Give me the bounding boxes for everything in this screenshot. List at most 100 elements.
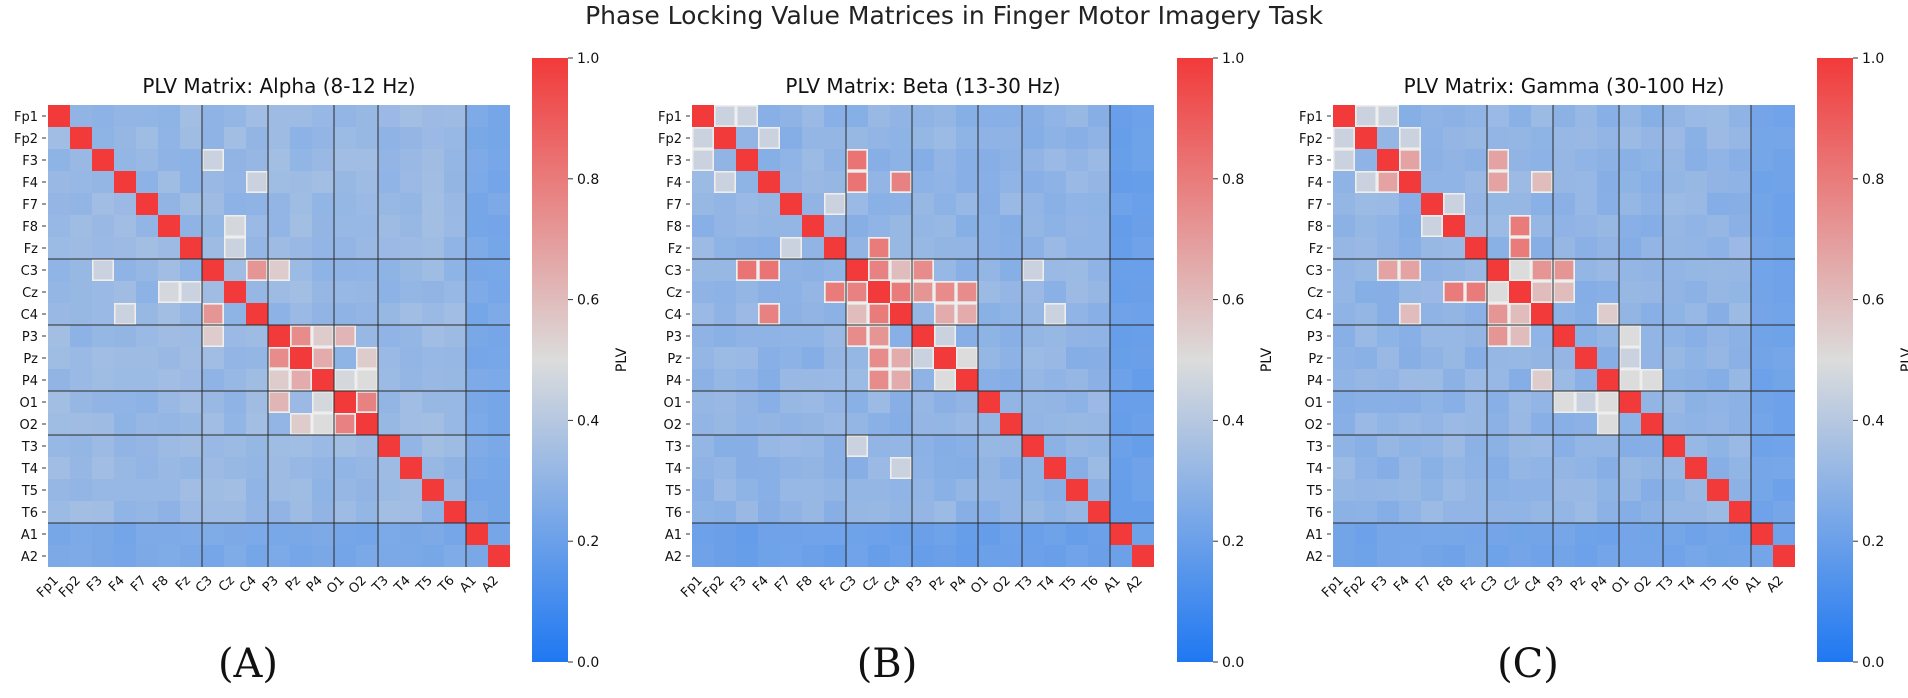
- heatmap-cell: [1663, 545, 1685, 567]
- heatmap-cell: [692, 105, 714, 127]
- heatmap-cell: [1707, 369, 1729, 391]
- heatmap-cell: [1751, 435, 1773, 457]
- heatmap-cell: [824, 237, 846, 259]
- heatmap-cell: [1088, 171, 1110, 193]
- heatmap-cell: [378, 391, 400, 413]
- y-tick-label: O1: [1304, 396, 1323, 411]
- heatmap-cell: [780, 391, 802, 413]
- heatmap-cell: [136, 501, 158, 523]
- y-tick-label: T6: [665, 506, 682, 521]
- heatmap-cell: [1663, 171, 1685, 193]
- x-tick-label: F7: [1413, 573, 1435, 595]
- heatmap-cell: [70, 105, 92, 127]
- heatmap-cell: [268, 523, 290, 545]
- heatmap-cell: [114, 259, 136, 281]
- heatmap-cell: [1088, 105, 1110, 127]
- heatmap-cell: [692, 281, 714, 303]
- heatmap-cell: [978, 523, 1000, 545]
- heatmap-cell: [692, 457, 714, 479]
- heatmap-cell: [224, 479, 246, 501]
- heatmap-cell: [692, 391, 714, 413]
- heatmap-cell: [1597, 281, 1619, 303]
- heatmap-cell: [1000, 149, 1022, 171]
- heatmap-cell: [1000, 281, 1022, 303]
- heatmap-cell: [1751, 501, 1773, 523]
- heatmap-cell: [868, 237, 890, 259]
- heatmap-cell: [114, 391, 136, 413]
- heatmap-cell: [890, 171, 912, 193]
- heatmap-cell: [444, 237, 466, 259]
- heatmap-cell: [378, 325, 400, 347]
- heatmap-cell: [1088, 281, 1110, 303]
- heatmap-cell: [1333, 281, 1355, 303]
- heatmap-cell: [780, 259, 802, 281]
- heatmap-cell: [488, 457, 510, 479]
- heatmap-cell: [202, 281, 224, 303]
- heatmap-cell: [1044, 281, 1066, 303]
- heatmap-cell: [136, 435, 158, 457]
- heatmap-cell: [846, 369, 868, 391]
- heatmap-cell: [912, 171, 934, 193]
- heatmap-cell: [1132, 457, 1154, 479]
- heatmap-cell: [1110, 105, 1132, 127]
- heatmap-cell: [1531, 369, 1553, 391]
- heatmap-cell: [466, 259, 488, 281]
- heatmap-cell: [48, 193, 70, 215]
- heatmap-cell: [334, 325, 356, 347]
- heatmap-cell: [1355, 281, 1377, 303]
- heatmap-cell: [978, 127, 1000, 149]
- heatmap-cell: [1377, 325, 1399, 347]
- heatmap-cell: [334, 149, 356, 171]
- heatmap-cell: [1663, 105, 1685, 127]
- heatmap-cell: [444, 369, 466, 391]
- heatmap-cell: [824, 391, 846, 413]
- heatmap-cell: [180, 457, 202, 479]
- heatmap-cell: [1066, 215, 1088, 237]
- heatmap-cell: [1066, 501, 1088, 523]
- x-tick-label: Cz: [1501, 573, 1523, 595]
- heatmap-cell: [1421, 303, 1443, 325]
- heatmap-cell: [1729, 435, 1751, 457]
- heatmap-cell: [48, 171, 70, 193]
- heatmap-cell: [1443, 325, 1465, 347]
- heatmap-cell: [1531, 237, 1553, 259]
- heatmap-cell: [714, 347, 736, 369]
- heatmap-cell: [1509, 105, 1531, 127]
- heatmap-cell: [246, 193, 268, 215]
- heatmap-cell: [1132, 149, 1154, 171]
- heatmap-cell: [912, 193, 934, 215]
- heatmap-cell: [356, 105, 378, 127]
- heatmap-cell: [136, 391, 158, 413]
- heatmap-cell: [1487, 171, 1509, 193]
- heatmap-cell: [956, 303, 978, 325]
- heatmap-cell: [1465, 523, 1487, 545]
- heatmap-cell: [70, 479, 92, 501]
- heatmap-cell: [1751, 347, 1773, 369]
- heatmap-cell: [356, 237, 378, 259]
- colorbar-tick-label: 0.0: [1222, 655, 1244, 671]
- heatmap-cell: [1044, 347, 1066, 369]
- colorbar: [1817, 58, 1853, 662]
- heatmap-cell: [1685, 369, 1707, 391]
- heatmap-cell: [1465, 127, 1487, 149]
- heatmap-cell: [1110, 347, 1132, 369]
- heatmap-cell: [334, 523, 356, 545]
- heatmap-cell: [202, 325, 224, 347]
- heatmap-cell: [1333, 369, 1355, 391]
- heatmap-cell: [1421, 347, 1443, 369]
- heatmap-cell: [802, 435, 824, 457]
- heatmap-cell: [356, 303, 378, 325]
- heatmap-cell: [158, 523, 180, 545]
- heatmap-cell: [1685, 127, 1707, 149]
- heatmap-cell: [1641, 127, 1663, 149]
- heatmap-cell: [978, 369, 1000, 391]
- heatmap-cell: [268, 281, 290, 303]
- heatmap-cell: [1088, 435, 1110, 457]
- heatmap-cell: [1663, 457, 1685, 479]
- heatmap-cell: [714, 105, 736, 127]
- heatmap-cell: [1333, 391, 1355, 413]
- heatmap-cell: [312, 193, 334, 215]
- heatmap-cell: [158, 215, 180, 237]
- heatmap-cell: [1641, 193, 1663, 215]
- heatmap-cell: [1487, 149, 1509, 171]
